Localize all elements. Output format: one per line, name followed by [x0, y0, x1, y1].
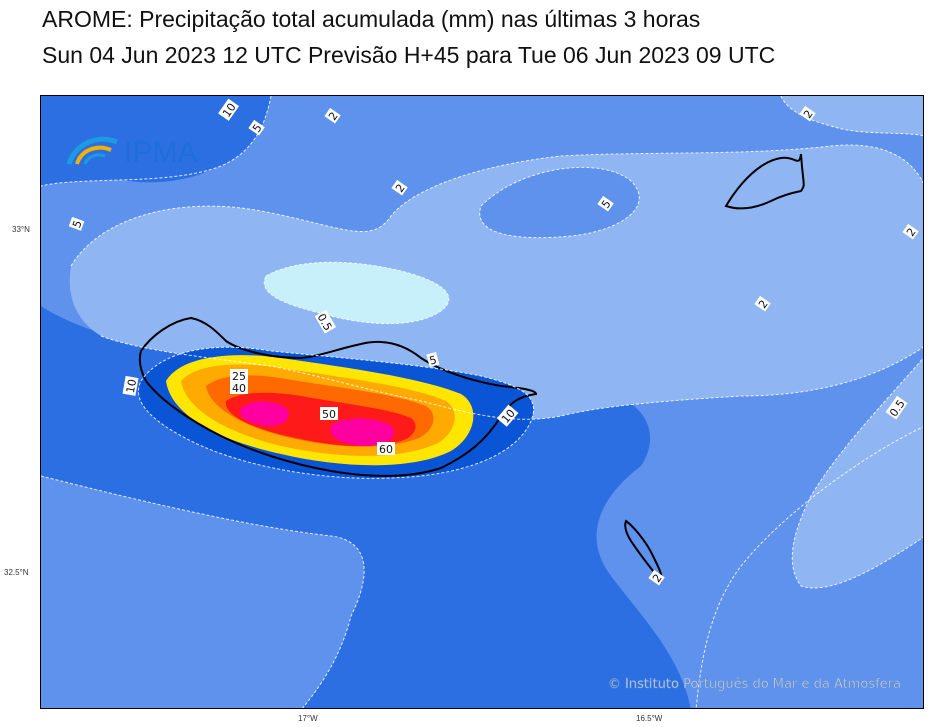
field-05-2-topright	[781, 96, 923, 136]
map-title: AROME: Precipitação total acumulada (mm)…	[42, 6, 701, 32]
field-below-05	[264, 262, 449, 324]
field-50-60-b	[330, 418, 395, 446]
contour-label: 25	[232, 370, 246, 383]
contour-label: 5	[428, 353, 438, 367]
precipitation-map: 10 5 2 2 2 5 5 2 2 0.5 5 10 25 40 50 60 …	[40, 95, 924, 709]
ipma-logo: IPMA	[66, 136, 197, 169]
field-05-2	[69, 145, 923, 420]
lat-label-33n: 33°N	[12, 225, 30, 234]
madeira-coastline	[138, 316, 538, 477]
field-05-2-lowerright	[792, 358, 923, 588]
lat-label-32-5n: 32.5°N	[4, 568, 29, 577]
porto-santo-coastline	[724, 153, 805, 210]
contour-label: 50	[322, 408, 336, 421]
field-2-5-lower	[41, 476, 364, 708]
field-50-60-a	[240, 401, 289, 426]
field-5-10-blob	[479, 167, 640, 238]
logo-text: IPMA	[124, 136, 197, 169]
contour-label: 60	[379, 443, 393, 456]
lon-label-17w: 17°W	[298, 714, 318, 723]
contour-label: 10	[124, 378, 139, 394]
contour-label: 40	[232, 382, 246, 395]
map-subtitle: Sun 04 Jun 2023 12 UTC Previsão H+45 par…	[42, 42, 776, 68]
contour-label: 5	[70, 219, 85, 230]
copyright-text: © Instituto Português do Mar e da Atmosf…	[608, 677, 901, 692]
lon-label-16-5w: 16.5°W	[636, 714, 663, 723]
